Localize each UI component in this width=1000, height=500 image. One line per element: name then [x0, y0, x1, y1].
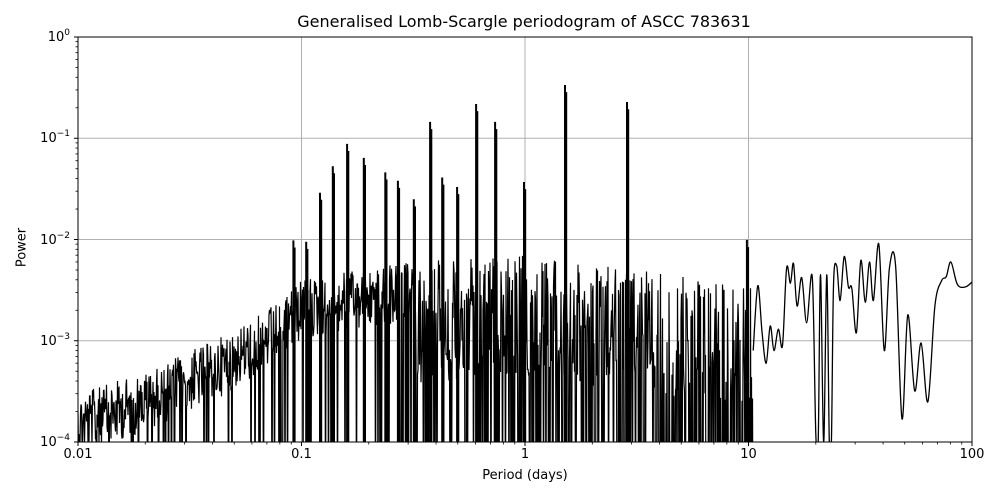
x-tick-label: 10	[740, 447, 757, 462]
periodogram-peaks-series	[292, 85, 750, 442]
x-tick-label: 0.01	[63, 447, 93, 462]
periodogram-tail-series	[752, 243, 972, 442]
plot-frame	[77, 36, 973, 443]
x-tick-label: 100	[959, 447, 985, 462]
y-tick-label: 10−3	[40, 331, 70, 349]
y-tick-label: 10−4	[40, 433, 70, 450]
y-tick-label: 100	[47, 28, 70, 45]
y-tick-label: 10−2	[40, 230, 70, 248]
chart-title: Generalised Lomb-Scargle periodogram of …	[297, 12, 751, 31]
y-tick-label: 10−1	[40, 129, 70, 147]
x-tick-label: 1	[520, 447, 530, 462]
y-axis-label: Power	[14, 227, 30, 268]
x-axis-label: Period (days)	[482, 468, 568, 483]
x-tick-label: 0.1	[291, 447, 312, 462]
